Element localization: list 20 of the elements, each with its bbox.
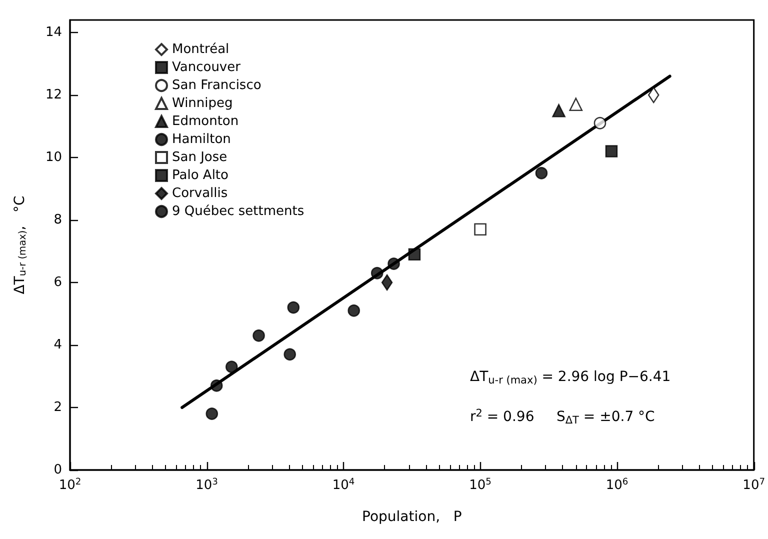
legend-label: Palo Alto bbox=[172, 168, 229, 183]
y-tick-label: 6 bbox=[54, 275, 62, 290]
y-tick-label: 10 bbox=[45, 150, 62, 165]
legend-label: Edmonton bbox=[172, 114, 239, 129]
legend-label: San Jose bbox=[172, 150, 228, 165]
y-axis-title: ΔTu-r (max), °C bbox=[12, 195, 28, 294]
legend-label: 9 Québec settments bbox=[172, 204, 304, 219]
y-tick-label: 2 bbox=[54, 400, 62, 415]
legend-label: San Francisco bbox=[172, 78, 262, 93]
legend-label: Vancouver bbox=[172, 60, 242, 75]
y-tick-label: 0 bbox=[54, 462, 62, 478]
legend-label: Corvallis bbox=[172, 186, 228, 201]
y-tick-label: 4 bbox=[54, 338, 62, 352]
y-tick-label: 8 bbox=[54, 212, 62, 228]
x-axis-title: Population, P bbox=[362, 509, 462, 525]
y-tick-label: 14 bbox=[45, 25, 62, 40]
y-tick-label: 12 bbox=[45, 88, 62, 102]
legend-label: Montréal bbox=[172, 42, 230, 57]
legend-label: Hamilton bbox=[172, 132, 231, 147]
legend-label: Winnipeg bbox=[172, 96, 233, 111]
